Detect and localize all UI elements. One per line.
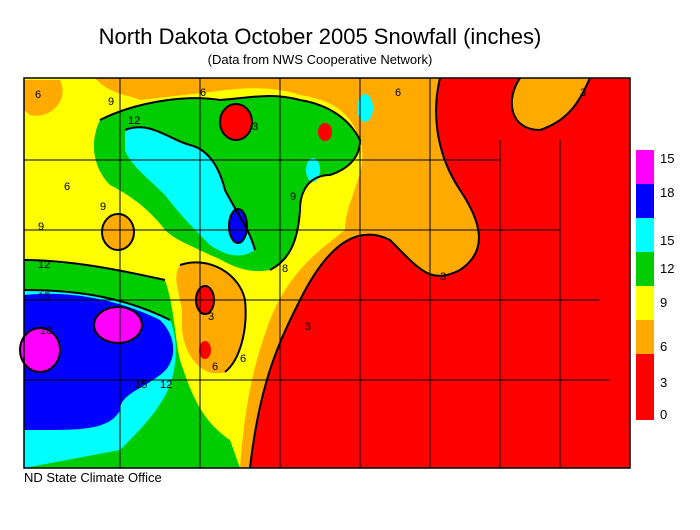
legend-swatch: [636, 150, 654, 195]
zone-0-3-pocket-4: [199, 341, 211, 359]
contour-label: 3: [580, 87, 586, 99]
contour-label: 15: [135, 379, 147, 391]
contour-label: 6: [212, 361, 218, 373]
legend-label: 9: [660, 295, 668, 310]
zone-3-6-pocket-2: [24, 80, 63, 116]
map-title: North Dakota October 2005 Snowfall (inch…: [98, 24, 542, 49]
state-border: [23, 77, 631, 469]
contour-label: 9: [38, 221, 44, 233]
zone-18-plus-2: [94, 307, 142, 343]
zone-12-15-pocket: [357, 94, 373, 122]
zone-3-6-ne: [511, 78, 590, 130]
zone-15-18-pocket: [229, 209, 247, 243]
legend-label: 15: [660, 151, 675, 166]
legend-label: 15: [660, 233, 675, 248]
legend-label: 18: [660, 185, 675, 200]
legend-swatch: [636, 218, 654, 263]
contour-label: 6: [240, 353, 246, 365]
county-lines: [24, 78, 610, 468]
zone-12-15-pocket-2: [306, 158, 320, 182]
zone-18-plus-1: [20, 328, 60, 372]
contour-label: 9: [100, 201, 106, 213]
contour-label: 12: [38, 259, 50, 271]
legend-label: 3: [660, 375, 668, 390]
contour-label: 9: [108, 96, 114, 108]
contour-label: 3: [440, 271, 446, 283]
legend-swatch: [636, 320, 654, 365]
zone-3-6-pocket-1: [102, 214, 134, 250]
contour-label: 15: [38, 291, 50, 303]
legend-label: 12: [660, 261, 675, 276]
contour-label: 9: [290, 191, 296, 203]
legend-swatch: [636, 252, 654, 297]
contour-label: 18: [40, 325, 52, 337]
zone-0-3-pocket-1: [220, 104, 252, 140]
zone-12-15: [125, 127, 255, 256]
credit-text: ND State Climate Office: [24, 470, 162, 485]
contour-label: 3: [252, 121, 258, 133]
contour-label: 12: [128, 115, 140, 127]
legend-swatch: [636, 354, 654, 420]
legend-swatch: [636, 184, 654, 229]
contour-label: 6: [395, 87, 401, 99]
contour-label: 3: [305, 321, 311, 333]
zone-3-6-pocket-3: [176, 262, 246, 374]
contour-lines: [19, 77, 591, 469]
contour-label: 8: [282, 263, 288, 275]
legend-swatch: [636, 286, 654, 331]
contour-label: 3: [208, 311, 214, 323]
contour-label: 6: [35, 89, 41, 101]
contour-label: 6: [200, 87, 206, 99]
contour-labels: 6 9 12 3 6 3 6 9 8 3 15 18 15 12 9 6 3 6…: [35, 87, 586, 391]
legend-label: 0: [660, 407, 668, 422]
zone-0-3-pocket-2: [318, 123, 332, 141]
contour-label: 6: [64, 181, 70, 193]
contour-label: 12: [160, 379, 172, 391]
legend-label: 6: [660, 339, 668, 354]
map-subtitle: (Data from NWS Cooperative Network): [207, 52, 433, 67]
